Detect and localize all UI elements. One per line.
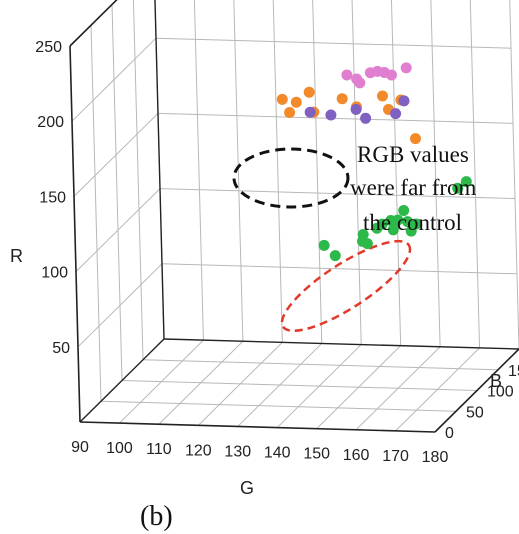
data-point-series-4 [460,176,472,188]
data-point-series-4 [405,225,417,237]
back-wall-gridline [351,0,362,345]
axis-edge [69,45,81,423]
b-tick-label: 50 [466,404,484,421]
data-point-series-3 [304,106,316,118]
data-point-series-2 [276,93,288,105]
annotation-line-2: were far from [350,175,477,200]
left-wall-gridline [73,113,159,197]
data-point-series-4 [357,235,368,247]
g-tick-label: 110 [146,441,172,458]
data-point-series-2 [377,90,388,102]
data-points [276,62,472,262]
data-point-series-2 [410,133,421,145]
left-wall-gridline [132,0,144,360]
back-wall-gridline [233,0,244,342]
data-point-series-4 [387,224,399,236]
left-wall-gridline [90,25,102,402]
axis-edge [69,0,118,47]
g-tick-label: 150 [303,446,330,463]
data-point-series-2 [284,107,296,118]
data-point-series-1 [386,69,397,81]
b-axis-title: B [490,371,502,391]
axis-edge [163,338,519,350]
left-wall-gridline [75,188,161,272]
g-tick-label: 160 [343,447,370,464]
plot-box-gridlines [69,0,519,433]
axis-edge [434,348,519,433]
data-point-series-1 [371,65,383,77]
control-cluster-ellipse [232,147,350,209]
annotation-line-1: RGB values [357,142,469,167]
g-tick-label: 120 [185,442,212,459]
back-wall-gridline [469,0,481,348]
data-point-series-3 [325,109,337,121]
back-wall-gridline [155,37,512,49]
r-tick-label: 50 [52,340,70,357]
back-wall-gridline [312,0,323,344]
green-cluster-ellipse [280,239,412,333]
g-tick-label: 140 [264,445,291,462]
cluster-ellipses [232,147,412,333]
left-wall-gridline [111,4,123,381]
data-point-series-1 [354,77,366,89]
data-point-series-3 [390,108,402,120]
g-tick-label: 180 [422,449,449,466]
data-point-series-1 [341,69,353,81]
data-point-series-3 [350,103,362,115]
r-tick-label: 250 [35,39,62,56]
data-point-series-4 [402,216,413,228]
data-point-series-4 [452,182,464,194]
data-point-series-4 [392,214,404,226]
r-tick-label: 150 [39,189,66,206]
annotation-text: RGB values were far from the control [350,142,477,235]
data-point-series-2 [336,93,348,105]
data-point-series-4 [318,239,330,251]
g-tick-label: 100 [106,440,133,457]
b-tick-label: 150 [508,363,519,380]
data-point-series-3 [360,112,372,124]
back-wall-gridline [272,0,283,343]
back-wall-gridline [430,0,441,347]
data-point-series-2 [290,96,302,108]
data-point-series-4 [376,218,388,230]
axis-edge [154,0,165,340]
floor-gridline [100,400,457,412]
r-tick-label: 200 [37,114,64,131]
left-wall-gridline [71,37,157,122]
g-tick-label: 170 [382,448,409,465]
back-wall-gridline [193,0,204,341]
back-wall-gridline [390,0,402,346]
data-point-series-1 [400,62,412,74]
b-tick-label: 100 [487,384,514,401]
g-tick-label: 130 [224,443,251,460]
data-point-series-2 [303,86,315,98]
b-tick-label: 0 [445,425,454,442]
back-wall-gridline [161,263,518,275]
g-axis-title: G [240,478,254,498]
back-wall-gridline [157,112,514,124]
annotation-line-3: the control [363,210,462,235]
r-tick-label: 100 [41,265,68,282]
axis-edge [79,338,165,423]
r-axis-title: R [10,246,23,266]
data-point-series-4 [329,250,341,262]
back-wall-gridline [509,0,519,350]
axis-tick-labels: 90 100 110 120 130 140 150 160 170 18050100150200… [35,39,519,466]
axis-edge [79,421,436,433]
panel-label: (b) [140,501,173,532]
left-wall-gridline [77,263,163,348]
data-point-series-4 [398,205,410,216]
g-tick-label: 90 [71,439,89,456]
data-point-series-3 [398,95,410,107]
floor-gridline [142,359,499,371]
floor-gridline [121,380,478,391]
